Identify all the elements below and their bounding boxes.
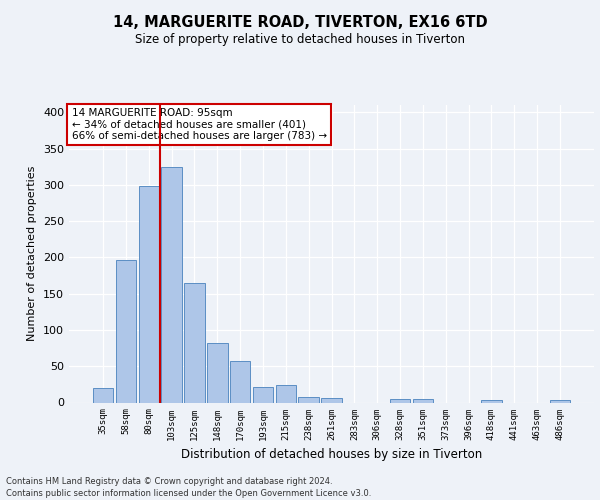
Bar bbox=[93, 388, 113, 402]
Bar bbox=[275, 385, 296, 402]
Bar bbox=[207, 343, 227, 402]
Bar bbox=[116, 260, 136, 402]
Y-axis label: Number of detached properties: Number of detached properties bbox=[28, 166, 37, 342]
Text: 14, MARGUERITE ROAD, TIVERTON, EX16 6TD: 14, MARGUERITE ROAD, TIVERTON, EX16 6TD bbox=[113, 15, 487, 30]
Text: Contains public sector information licensed under the Open Government Licence v3: Contains public sector information licen… bbox=[6, 490, 371, 498]
Bar bbox=[413, 399, 433, 402]
Bar bbox=[390, 399, 410, 402]
Bar bbox=[550, 400, 570, 402]
Bar bbox=[184, 283, 205, 403]
Bar bbox=[161, 166, 182, 402]
X-axis label: Distribution of detached houses by size in Tiverton: Distribution of detached houses by size … bbox=[181, 448, 482, 461]
Bar bbox=[139, 186, 159, 402]
Bar bbox=[230, 361, 250, 403]
Text: 14 MARGUERITE ROAD: 95sqm
← 34% of detached houses are smaller (401)
66% of semi: 14 MARGUERITE ROAD: 95sqm ← 34% of detac… bbox=[71, 108, 327, 141]
Bar bbox=[253, 386, 273, 402]
Text: Size of property relative to detached houses in Tiverton: Size of property relative to detached ho… bbox=[135, 34, 465, 46]
Bar bbox=[481, 400, 502, 402]
Text: Contains HM Land Registry data © Crown copyright and database right 2024.: Contains HM Land Registry data © Crown c… bbox=[6, 476, 332, 486]
Bar bbox=[298, 396, 319, 402]
Bar bbox=[321, 398, 342, 402]
